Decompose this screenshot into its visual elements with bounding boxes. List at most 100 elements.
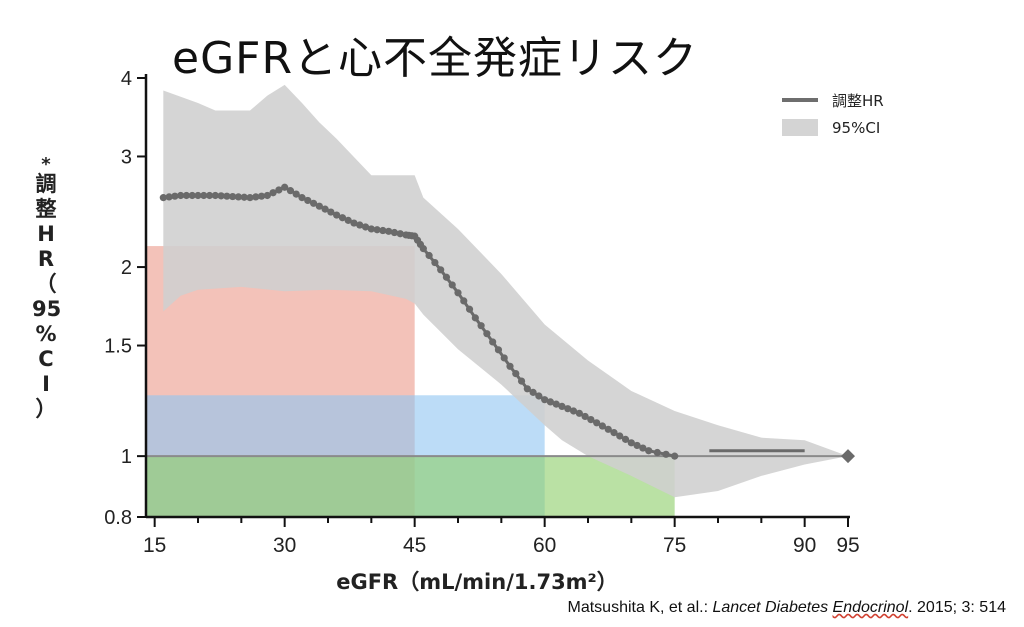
hr-point	[517, 377, 526, 385]
hr-point	[460, 297, 468, 305]
hr-point	[489, 338, 497, 346]
x-tick-label: 75	[663, 534, 686, 557]
hr-point	[171, 192, 179, 200]
y-tick-label: 2	[121, 257, 132, 279]
hr-series	[159, 183, 855, 464]
hr-point	[182, 191, 191, 200]
reference-diamond	[841, 449, 855, 464]
legend-swatch-ci	[782, 119, 818, 136]
hr-point	[304, 196, 312, 205]
hr-point	[298, 194, 306, 202]
hr-point	[344, 216, 352, 224]
hr-point	[257, 192, 266, 200]
citation-journal-b: Endocrinol	[832, 599, 909, 616]
hr-point	[200, 191, 208, 200]
hr-point	[356, 221, 364, 229]
citation-rest: . 2015; 3: 514	[908, 599, 1006, 616]
hr-point	[315, 202, 323, 210]
y-axis-label: * 調整 H R （95% C I）	[32, 154, 62, 422]
hr-point	[645, 447, 653, 455]
hr-point	[165, 193, 173, 201]
hr-point	[292, 190, 300, 198]
hr-point	[633, 441, 641, 450]
y-axis-label-char: H	[37, 222, 55, 246]
hr-point	[523, 385, 531, 393]
citation: Matsushita K, et al.: Lancet Diabetes En…	[568, 599, 1007, 617]
hr-point	[205, 191, 214, 200]
hr-point	[593, 419, 601, 427]
hr-point	[281, 183, 289, 191]
hr-point	[252, 193, 260, 201]
hr-point	[194, 191, 202, 200]
hr-point	[385, 227, 393, 235]
hr-point	[240, 193, 248, 201]
hr-point	[671, 452, 679, 460]
hr-point	[217, 192, 225, 200]
hr-point	[506, 362, 514, 370]
hr-point	[541, 396, 549, 404]
hr-point	[333, 211, 341, 219]
hr-point	[437, 266, 445, 274]
hr-point	[177, 191, 185, 200]
hr-point	[390, 228, 399, 237]
x-tick-label: 30	[273, 534, 296, 557]
hr-point	[575, 409, 583, 417]
hr-point	[309, 199, 318, 207]
y-axis-label-char: 95	[32, 297, 62, 321]
y-tick-label: 1	[121, 446, 132, 468]
hr-point	[338, 214, 347, 222]
hr-point	[604, 425, 612, 433]
y-axis-label-char: ）	[35, 397, 57, 421]
hr-point	[246, 194, 254, 202]
hr-point	[234, 193, 243, 201]
hr-point	[396, 230, 404, 238]
hr-point	[373, 226, 381, 234]
hr-point	[552, 400, 560, 408]
hr-point	[454, 289, 462, 297]
hr-point	[211, 191, 219, 200]
y-axis-label-char: I	[42, 372, 50, 396]
y-axis-label-char: %	[35, 322, 57, 346]
hr-point	[379, 226, 387, 235]
citation-journal-a: Lancet Diabetes	[712, 599, 833, 616]
hr-point	[263, 191, 271, 200]
x-tick-label: 95	[836, 534, 859, 557]
hr-point	[223, 192, 231, 200]
hr-point	[610, 429, 618, 437]
y-axis-label-char: C	[38, 347, 54, 371]
hr-point	[188, 191, 196, 200]
y-axis-label-char: 整	[35, 197, 57, 221]
hr-point	[581, 412, 589, 421]
hr-point	[229, 192, 237, 201]
hr-point	[286, 187, 295, 195]
y-axis-label-char: *	[41, 154, 51, 175]
y-tick-label: 4	[121, 68, 132, 90]
legend-label: 調整HR	[832, 92, 884, 110]
x-tick-label: 60	[533, 534, 556, 557]
hr-point	[546, 398, 555, 406]
x-axis-label: eGFR（mL/min/1.73m²）	[336, 570, 618, 594]
hr-point	[361, 223, 370, 231]
x-tick-label: 90	[793, 534, 816, 557]
hr-point	[419, 245, 427, 253]
hr-point	[653, 448, 661, 457]
hr-point	[275, 186, 283, 194]
shaded-region-2	[146, 456, 675, 517]
y-axis-label-char: R	[37, 247, 55, 271]
hr-point	[529, 388, 537, 396]
hr-point	[159, 194, 167, 202]
hr-point	[662, 450, 670, 458]
hr-point	[477, 322, 485, 330]
hr-point	[431, 258, 439, 267]
citation-authors: Matsushita K, et al.:	[567, 599, 713, 616]
hr-point	[558, 402, 566, 411]
hr-point	[269, 189, 277, 197]
hr-point	[367, 225, 375, 233]
hr-point	[587, 415, 595, 424]
hr-point	[471, 314, 479, 322]
hr-point	[465, 305, 474, 313]
hr-point	[494, 346, 503, 354]
hr-point	[425, 251, 433, 260]
hr-point	[500, 354, 508, 362]
